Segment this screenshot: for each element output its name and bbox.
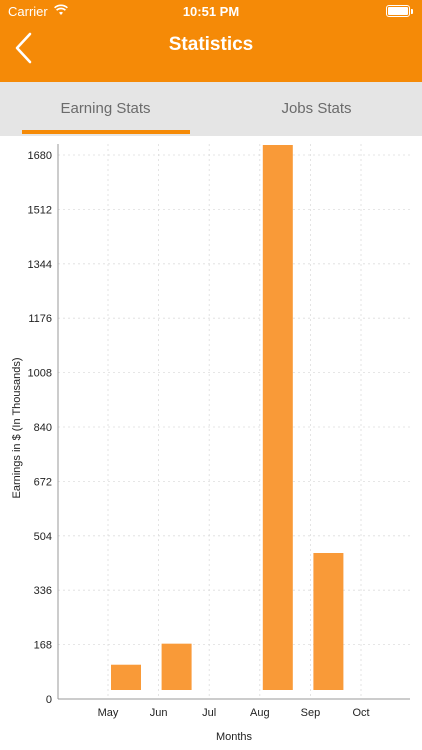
navigation-bar: Statistics: [0, 24, 422, 82]
x-tick-label: Oct: [352, 707, 369, 719]
y-tick-label: 1512: [28, 204, 52, 216]
x-tick-label: Jul: [202, 707, 216, 719]
y-tick-label: 168: [34, 640, 52, 652]
bar-jun: [161, 643, 192, 690]
bar-sep: [313, 553, 344, 690]
y-tick-label: 504: [34, 531, 52, 543]
y-tick-label: 840: [34, 422, 52, 434]
x-tick-label: Aug: [250, 707, 270, 719]
earnings-bar-chart: 0 168 336 504 672 840 1008 1176 1344 1512 1680 May J…: [11, 144, 410, 743]
y-tick-label: 336: [34, 585, 52, 597]
y-tick-label: 672: [34, 476, 52, 488]
y-axis-label: Earnings in $ (In Thousands): [11, 357, 23, 498]
status-time: 10:51 PM: [182, 4, 240, 19]
tab-jobs-stats[interactable]: Jobs Stats: [281, 100, 352, 117]
x-axis-label: Months: [216, 731, 253, 743]
chevron-left-icon: [15, 32, 32, 64]
carrier-label: Carrier: [8, 4, 48, 19]
y-tick-label: 1008: [28, 368, 52, 380]
y-tick-label: 0: [46, 694, 52, 706]
y-tick-label: 1680: [28, 150, 52, 162]
bar-aug: [262, 145, 293, 690]
x-tick-label: Sep: [301, 707, 321, 719]
x-tick-label: Jun: [150, 707, 168, 719]
tab-earning-stats[interactable]: Earning Stats: [60, 100, 151, 117]
y-tick-label: 1344: [28, 259, 52, 271]
page-title: Statistics: [168, 34, 254, 55]
tab-bar: Earning Stats Jobs Stats: [0, 82, 422, 136]
battery-icon: [386, 5, 413, 17]
x-tick-label: May: [98, 707, 119, 719]
y-tick-label: 1176: [28, 313, 52, 325]
status-bar: Carrier 10:51 PM: [0, 0, 422, 24]
wifi-icon: [54, 4, 68, 15]
earnings-chart: 0 168 336 504 672 840 1008 1176 1344 1512 1680 May J…: [0, 136, 422, 750]
tab-selected-indicator: [22, 130, 190, 134]
bar-may: [111, 664, 141, 690]
back-button[interactable]: [8, 28, 48, 72]
